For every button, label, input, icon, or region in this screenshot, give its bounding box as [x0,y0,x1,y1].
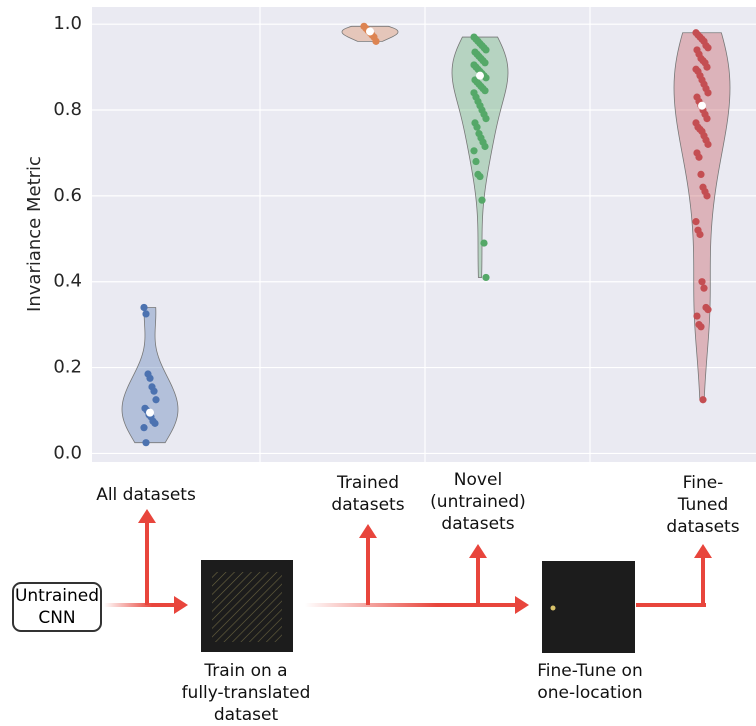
y-tick-label: 0.0 [53,442,82,463]
violin-body [451,36,509,278]
data-point [704,140,712,148]
violin-body [673,32,731,401]
y-tick-label: 0.6 [53,185,82,206]
data-point [695,153,703,161]
data-point [140,303,148,312]
data-point [704,306,712,314]
data-point [480,239,488,247]
data-point [481,87,489,95]
data-point [140,424,148,432]
data-point [704,89,712,97]
data-point [152,396,160,404]
translated-pattern [212,572,282,642]
group-label: Novel (untrained) datasets [430,470,526,534]
data-point [150,387,158,395]
median-point [476,71,484,80]
vertical-grid [259,7,591,462]
data-point [482,74,490,82]
data-point [481,142,489,151]
data-point [476,172,484,181]
data-point [703,63,711,71]
start-node: Untrained CNN [12,582,102,632]
data-point [142,310,150,318]
finetune-image [542,561,635,653]
data-point [142,439,150,447]
data-point [482,115,490,123]
data-point [482,46,490,54]
y-tick-label: 0.2 [53,357,82,378]
step-caption: Train on a fully-translated dataset [181,661,311,725]
arrows [104,509,712,614]
data-point [699,396,707,404]
data-point [700,284,708,292]
data-point [481,59,489,67]
group-label: All datasets [96,485,196,505]
group-label: Trained datasets [331,473,405,515]
data-point [693,312,701,320]
data-point [704,44,712,52]
data-point [151,419,159,427]
median-point [366,27,374,36]
y-tick-label: 1.0 [53,13,82,34]
data-point [482,273,490,282]
data-point [697,323,705,331]
data-point [478,196,486,204]
data-point [696,230,704,239]
data-point [146,374,154,382]
group-label: Fine-Tuned datasets [666,473,740,537]
data-point [372,37,380,45]
data-point [697,170,705,179]
data-point [472,157,480,166]
data-point [692,218,700,226]
plot-background [92,7,756,462]
median-point [146,408,154,417]
data-point [703,192,711,200]
y-tick-label: 0.8 [53,99,82,120]
step-caption: Fine-Tune on one-location [537,661,643,703]
data-point [470,147,478,155]
y-tick-label: 0.4 [53,271,82,292]
median-point [698,101,706,110]
data-point [698,278,706,286]
data-point [703,115,711,123]
one-location-dot [550,605,556,611]
data-point [473,123,481,131]
y-axis-label: Invariance Metric [24,156,45,312]
